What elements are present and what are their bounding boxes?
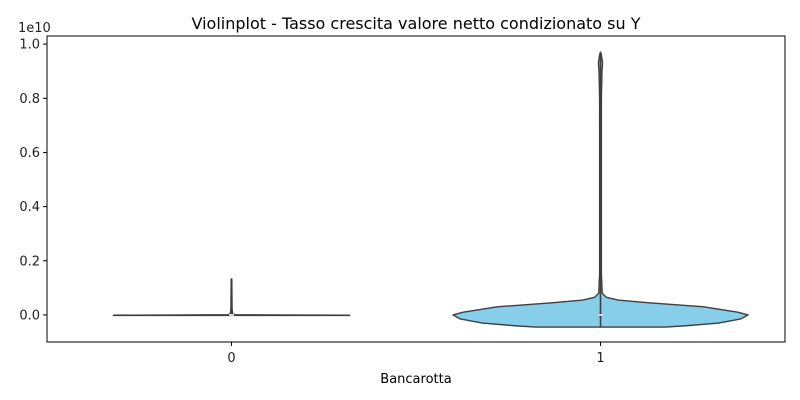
y-tick-label: 1.0 (19, 38, 40, 53)
y-tick-label: 0.0 (19, 308, 40, 323)
y-tick-label: 0.4 (19, 200, 40, 215)
y-offset-label: 1e10 (18, 21, 51, 36)
y-tick-label: 0.6 (19, 146, 40, 161)
y-tick-label: 0.8 (19, 92, 40, 107)
axes-frame (46, 35, 786, 343)
chart-title: Violinplot - Tasso crescita valore netto… (191, 14, 640, 33)
y-tick-label: 0.2 (19, 254, 40, 269)
x-tick-label: 0 (227, 351, 235, 366)
y-axis: 0.0 0.2 0.4 0.6 0.8 1.0 (19, 38, 47, 323)
x-tick-label: 1 (596, 351, 604, 366)
x-axis-label: Bancarotta (380, 372, 451, 387)
plot-area (112, 51, 749, 328)
